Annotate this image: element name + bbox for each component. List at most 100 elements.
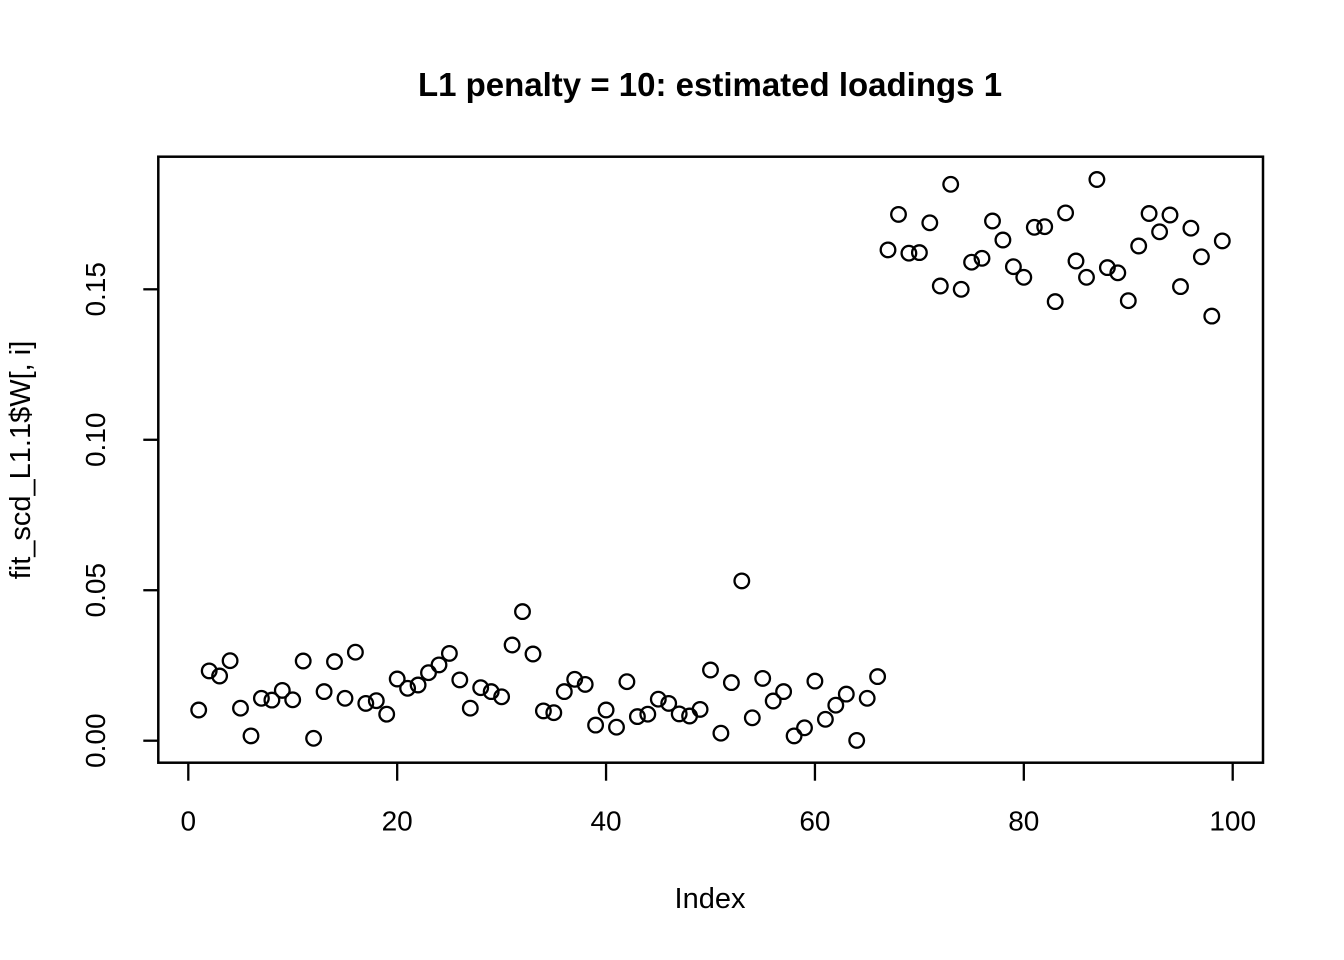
data-point [273,681,291,699]
y-axis-ticks: 0.00 0.05 0.10 0.15 [80,262,159,768]
data-point [942,175,960,193]
data-point [1088,171,1106,188]
data-point [284,691,302,709]
data-point [639,705,657,723]
data-point [315,683,333,701]
data-point [545,704,563,722]
data-point [200,662,218,680]
plot-frame [157,155,1265,764]
data-point [1015,268,1033,286]
x-axis-title: Index [675,883,746,915]
data-point [252,689,270,707]
data-point [1213,232,1231,250]
data-point [984,212,1001,230]
data-point [440,644,458,662]
x-tick-label: 40 [590,806,621,837]
data-point [534,702,552,720]
data-point [764,692,782,710]
plot-title: L1 penalty = 10: estimated loadings 1 [418,66,1002,103]
data-point [1109,264,1127,282]
data-point [232,699,249,717]
data-point [796,719,813,737]
data-point [869,668,887,686]
y-tick-label: 0.15 [80,262,111,317]
data-point [1098,259,1116,277]
data-point [472,679,490,697]
data-point [420,664,437,682]
data-point [1004,258,1022,276]
data-point [963,253,981,271]
data-point [451,671,469,689]
data-point [221,652,239,670]
data-point [1046,293,1064,311]
data-point [910,244,928,262]
data-point [346,643,364,661]
data-point [1172,278,1189,296]
data-point [628,708,646,726]
x-tick-label: 60 [799,806,830,837]
data-point [702,661,719,679]
x-tick-label: 80 [1008,806,1039,837]
x-tick-label: 0 [181,806,197,837]
data-point [754,669,772,687]
data-point [649,690,667,708]
data-point [388,670,406,688]
data-point [618,673,636,691]
data-point [1203,307,1221,325]
data-point [879,241,897,259]
data-point [597,701,615,719]
data-point [1130,237,1148,255]
data-point [409,676,427,694]
data-point [848,731,866,749]
data-point [1140,205,1158,222]
data-point [837,685,855,703]
data-point [503,636,521,654]
data-point [608,718,625,736]
data-point [378,705,396,723]
data-point [775,683,793,701]
data-point [660,694,678,712]
data-point [743,709,761,727]
data-point [858,689,876,707]
data-point [211,667,229,685]
data-point [712,724,730,742]
data-point [806,672,824,690]
data-point [1161,206,1179,224]
data-point [1057,204,1075,222]
x-tick-label: 20 [382,806,413,837]
data-point [576,675,594,693]
data-point [1025,218,1043,236]
data-point [587,716,605,734]
data-point [691,700,709,718]
x-axis-ticks: 0 20 40 60 80 100 [181,762,1256,837]
data-point [294,652,312,670]
data-point [921,214,939,232]
data-point [722,674,740,692]
data-point [1067,252,1085,270]
data-point [890,205,907,223]
data-point [1182,219,1200,237]
data-point [1036,218,1054,236]
data-point [900,244,918,262]
data-point [242,727,260,745]
data-point [461,699,479,717]
data-point [514,603,531,621]
y-axis-title: fit_scd_L1.1$W[, i] [5,341,37,580]
data-point [670,705,688,723]
data-point [994,231,1012,249]
data-point [1151,223,1169,241]
x-tick-label: 100 [1209,806,1256,837]
data-point [367,692,385,710]
data-point [524,645,542,663]
data-point [430,656,448,674]
data-point [816,710,834,728]
data-point [482,683,500,701]
data-point [336,689,354,707]
y-tick-label: 0.10 [80,413,111,468]
data-point [190,701,208,719]
data-point [357,694,375,712]
data-point [555,683,573,701]
data-point [973,249,991,267]
data-point [326,653,343,671]
